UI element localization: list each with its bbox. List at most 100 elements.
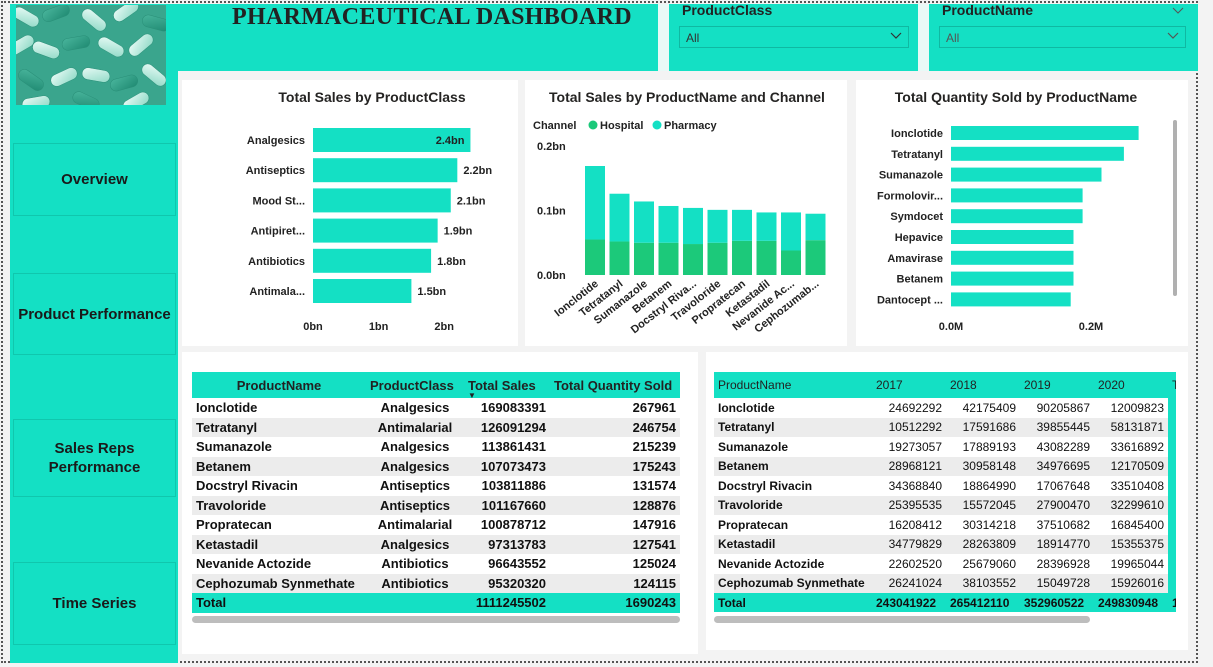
table2-cell: 17889193 [962, 439, 1016, 454]
page-title: PHARMACEUTICAL DASHBOARD [232, 4, 632, 30]
table2-scrollbar[interactable] [714, 616, 1090, 623]
pill-shape [113, 5, 139, 22]
chart2-bar-pharmacy[interactable] [658, 205, 679, 243]
table2-cell: Betanem [718, 459, 769, 474]
nav-sales-reps-performance[interactable]: Sales Reps Performance [13, 419, 176, 497]
chart2-bar-pharmacy[interactable] [781, 212, 801, 251]
chart2-y-tick: 0.2bn [537, 141, 566, 153]
table1-col-productname[interactable]: ProductName [192, 372, 366, 398]
table-row[interactable]: Betanem 28968121 30958148 34976695 12170509 [714, 456, 1176, 476]
table2-col-2018[interactable]: 2018 [946, 372, 1020, 398]
product-summary-table: ProductName ProductClass Total Sales ▼ T… [192, 372, 680, 613]
table-row[interactable]: Docstryl Rivacin Antiseptics 103811886 1315… [192, 476, 680, 496]
chart1-bar[interactable] [313, 218, 438, 243]
table-row[interactable]: Ionclotide Analgesics 169083391 267961 [192, 398, 680, 418]
table2-col-2019[interactable]: 2019 [1020, 372, 1094, 398]
chart1-bar[interactable] [313, 158, 458, 183]
table1-total-label: Total [192, 593, 366, 613]
chart2-bar-pharmacy[interactable] [732, 209, 752, 241]
table-row[interactable]: Ionclotide 24692292 42175409 90205867 120098… [714, 398, 1176, 418]
table-row[interactable]: Sumanazole Analgesics 113861431 215239 [192, 437, 680, 457]
table-row[interactable]: Cephozumab Synmethate 26241024 38103552 150… [714, 573, 1176, 593]
table-row[interactable]: Nevanide Actozide Antibiotics 96643552 1250… [192, 554, 680, 574]
chart3-bar[interactable] [951, 188, 1083, 203]
table1-scrollbar[interactable] [192, 616, 680, 623]
chart3-bar[interactable] [951, 250, 1074, 265]
chart3-bar[interactable] [951, 146, 1124, 161]
table2-cell: 15926016 [1110, 576, 1164, 591]
chart2-bar-hospital[interactable] [805, 240, 826, 275]
table-row[interactable]: Nevanide Actozide 22602520 25679060 2839692… [714, 554, 1176, 574]
chart3-bar[interactable] [951, 292, 1071, 307]
chart2-legend-swatch[interactable] [652, 120, 662, 130]
table2-total-label: Total [714, 593, 872, 612]
slicer-menu-chevron-icon[interactable] [1172, 3, 1184, 21]
table1-col-total-sales[interactable]: Total Sales ▼ [464, 372, 550, 400]
table2-col-2017[interactable]: 2017 [872, 372, 946, 398]
chart2-bar-hospital[interactable] [781, 250, 801, 275]
pill-shape [16, 34, 35, 56]
nav-overview[interactable]: Overview [13, 143, 176, 216]
table1-cell: Analgesics [380, 536, 450, 552]
chart2-bar-hospital[interactable] [732, 240, 752, 275]
table1-col-total-quantity[interactable]: Total Quantity Sold [550, 372, 680, 398]
table1-cell: 96643552 [488, 556, 546, 572]
table-row[interactable]: Ketastadil Analgesics 97313783 127541 [192, 534, 680, 554]
table2-cell: 27900470 [1036, 498, 1090, 513]
chart2-bar-hospital[interactable] [609, 241, 630, 275]
chart2-bar-hospital[interactable] [658, 242, 679, 275]
table-row[interactable]: Propratecan 16208412 30314218 37510682 16845… [714, 515, 1176, 535]
productname-slicer: ProductName All [930, 0, 1190, 66]
table-row[interactable]: Cephozumab Synmethate Antibiotics 95320320… [192, 573, 680, 593]
nav-product-performance[interactable]: Product Performance [13, 273, 176, 355]
chart2-bar-hospital[interactable] [683, 244, 703, 275]
chart2-bar-pharmacy[interactable] [756, 212, 777, 241]
chart3-bar[interactable] [951, 230, 1074, 244]
table-row[interactable]: Travoloride 25395535 15572045 27900470 32299… [714, 495, 1176, 515]
productname-dropdown[interactable]: All [939, 26, 1186, 48]
chart3-bar[interactable] [951, 126, 1139, 140]
table-row[interactable]: Betanem Analgesics 107073473 175243 [192, 456, 680, 476]
chart2-bar-pharmacy[interactable] [634, 201, 654, 243]
chart2-bar-hospital[interactable] [585, 239, 605, 275]
chart3-bar[interactable] [951, 209, 1083, 224]
chart2-bar-pharmacy[interactable] [585, 165, 605, 240]
table2-cell: 22602520 [888, 556, 942, 571]
table1-cell: 103811886 [481, 478, 546, 494]
productclass-slicer-label: ProductClass [682, 2, 773, 18]
chart2-bar-pharmacy[interactable] [683, 207, 703, 245]
chart2-bar-pharmacy[interactable] [609, 193, 630, 242]
table-row[interactable]: Ketastadil 34779829 28263809 18914770 153553… [714, 534, 1176, 554]
productname-slicer-label: ProductName [942, 2, 1034, 18]
chart3-bar[interactable] [951, 167, 1102, 182]
chart1-bar[interactable] [313, 188, 451, 213]
table2-col-2020[interactable]: 2020 [1094, 372, 1168, 398]
table2-cell: 15355375 [1110, 537, 1164, 552]
table1-col-productclass[interactable]: ProductClass [366, 372, 464, 398]
chart2-bar-hospital[interactable] [707, 242, 728, 275]
table-row[interactable]: Travoloride Antiseptics 101167660 128876 [192, 495, 680, 515]
table-row[interactable]: Sumanazole 19273057 17889193 43082289 336168… [714, 437, 1176, 457]
table2-col-total[interactable]: T [1168, 372, 1176, 398]
chart1-bar[interactable] [313, 248, 432, 273]
chart2-bar-hospital[interactable] [634, 242, 654, 275]
table-row[interactable]: Tetratanyl Antimalarial 126091294 246754 [192, 417, 680, 437]
chart3-bar[interactable] [951, 271, 1074, 286]
chart2-bar-hospital[interactable] [756, 240, 777, 275]
table2-col-productname[interactable]: ProductName [714, 372, 872, 398]
chart3-scrollbar[interactable] [1173, 120, 1177, 296]
chart2-bar-pharmacy[interactable] [707, 209, 728, 243]
table-row[interactable]: Tetratanyl 10512292 17591686 39855445 581318… [714, 417, 1176, 437]
chart2-legend-swatch[interactable] [588, 120, 598, 130]
chart1-bar[interactable] [313, 279, 412, 303]
chart1-bar[interactable] [313, 128, 471, 152]
pill-shape [16, 6, 40, 28]
table1-cell: Propratecan [196, 517, 272, 533]
table-row[interactable]: Docstryl Rivacin 34368840 18864990 17067648… [714, 476, 1176, 496]
productclass-dropdown[interactable]: All [679, 26, 909, 48]
chart1-data-label: 1.8bn [437, 256, 466, 268]
table-row[interactable]: Propratecan Antimalarial 100878712 147916 [192, 515, 680, 535]
chart1-x-tick: 0bn [303, 321, 323, 333]
chart2-bar-pharmacy[interactable] [805, 213, 826, 241]
nav-time-series[interactable]: Time Series [13, 562, 176, 645]
